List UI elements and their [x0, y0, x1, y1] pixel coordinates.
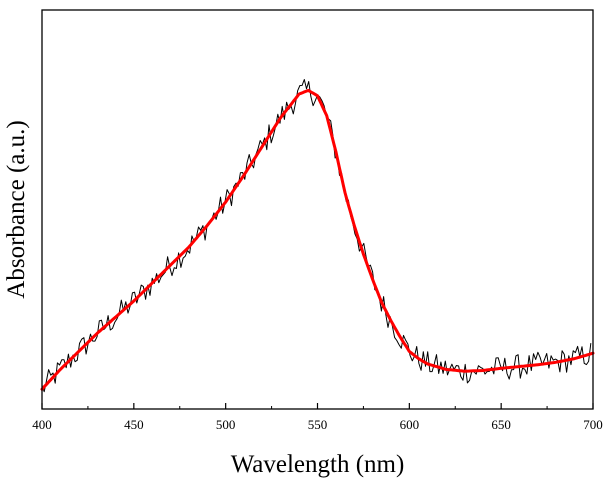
x-tick-label: 500 [216, 417, 236, 432]
x-tick-label: 650 [491, 417, 511, 432]
series-line-fit [40, 88, 595, 391]
x-axis-title: Wavelength (nm) [231, 451, 405, 478]
x-tick-label: 550 [308, 417, 328, 432]
plot-frame [41, 9, 594, 410]
plot-area: 400 450 500 550 600 650 700 [32, 9, 603, 432]
x-tick-label: 700 [583, 417, 603, 432]
y-axis-title: Absorbance (a.u.) [3, 120, 30, 298]
x-tick-label: 400 [32, 417, 52, 432]
series-layer [40, 79, 595, 393]
x-tick-label: 600 [400, 417, 420, 432]
ticks-layer: 400 450 500 550 600 650 700 [32, 403, 603, 432]
x-tick-label: 450 [124, 417, 144, 432]
series-line-measured [41, 79, 592, 393]
